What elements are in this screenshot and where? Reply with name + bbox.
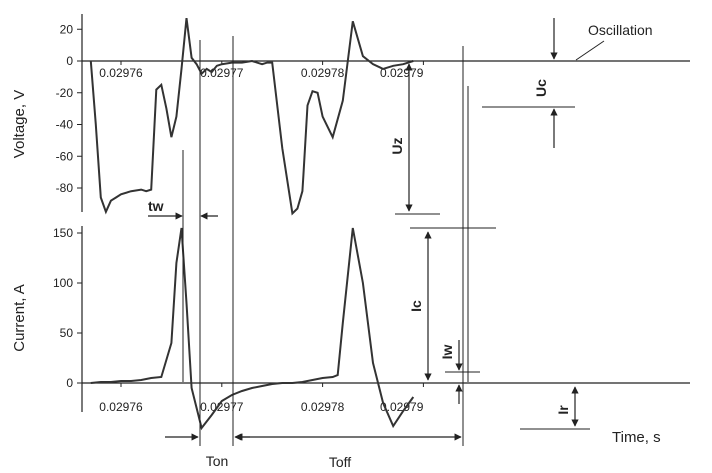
voltage-y-tick-label: -60 [56,149,74,163]
current-x-tick-label: 0.02978 [301,400,345,414]
voltage-y-tick-label: -40 [56,118,74,132]
current-y-tick-label: 150 [53,226,73,240]
oscillation-label: Oscillation [588,22,653,38]
ir-label: Ir [555,405,571,415]
ton-label: Ton [206,453,229,469]
voltage-y-ticks: 20 0 -20 -40 -60 -80 [56,22,82,195]
current-y-tick-label: 50 [60,326,74,340]
current-annotations: Ic Iw Ir [408,227,590,430]
uz-label: Uz [389,137,405,154]
voltage-y-tick-label: 0 [66,54,73,68]
voltage-y-tick-label: -20 [56,86,74,100]
current-x-ticks: 0.02976 0.02977 0.02978 0.02979 [99,383,424,414]
voltage-x-tick-label: 0.02978 [301,66,345,80]
current-trace [90,227,415,431]
current-y-tick-label: 0 [66,376,73,390]
uc-label: Uc [533,79,549,97]
current-x-tick-label: 0.02979 [380,400,424,414]
oscillation-pointer [575,40,605,61]
current-y-ticks: 150 100 50 0 [53,226,82,390]
voltage-annotations: tw Uz Uc Oscillation [148,18,653,220]
voltage-panel: 200-20-40-60-80 0.02976 0.02977 0.02978 0.0… [11,14,690,216]
current-x-tick-label: 0.02976 [99,400,143,414]
timing-annotations: Ton Toff [165,433,462,470]
voltage-y-tick-label: -80 [56,181,74,195]
current-y-axis-title: Current, A [11,284,28,352]
timing-guides [182,36,469,446]
voltage-y-axis-title: Voltage, V [11,90,28,158]
time-axis-label: Time, s [612,429,661,446]
current-y-tick-label: 100 [53,276,73,290]
voltage-x-tick-label: 0.02979 [380,66,424,80]
ic-label: Ic [408,300,424,312]
voltage-y-tick-label: 20 [60,22,74,36]
voltage-x-tick-label: 0.02976 [99,66,143,80]
voltage-trace [89,17,414,216]
iw-label: Iw [439,345,455,360]
toff-label: Toff [329,454,351,470]
tw-label: tw [148,198,164,214]
